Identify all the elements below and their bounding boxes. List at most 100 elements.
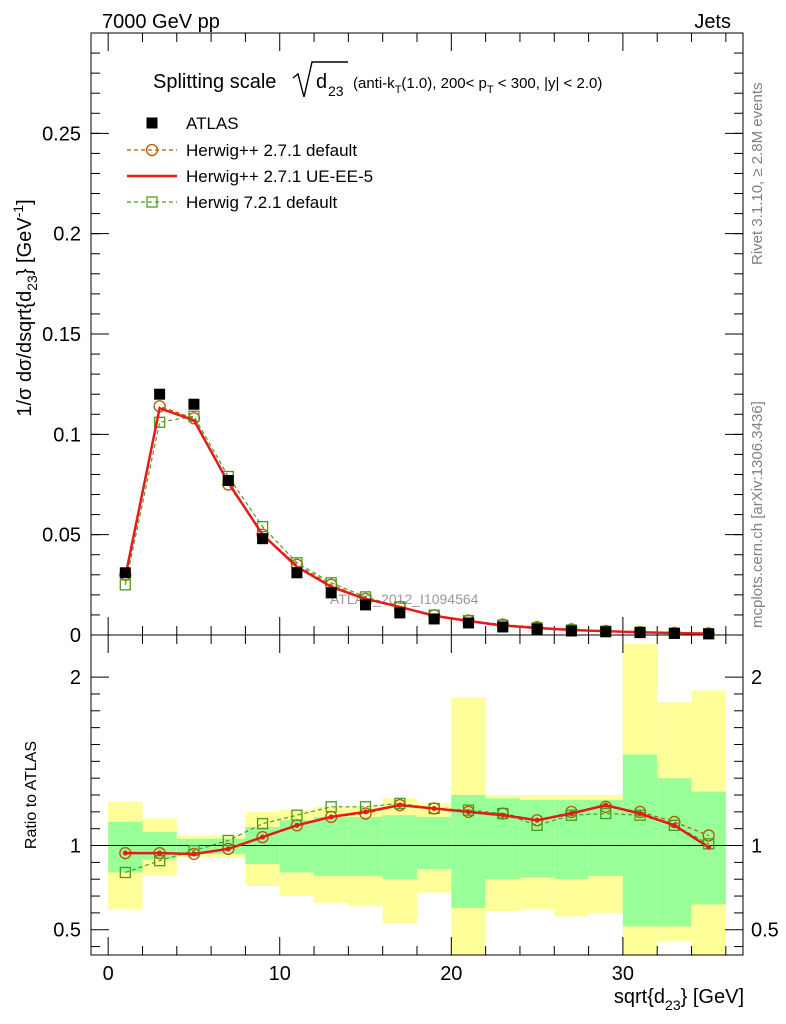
legend-item-atlas: ATLAS bbox=[146, 114, 239, 133]
legend-marker-herwig271_default bbox=[145, 143, 159, 157]
ratio-series-herwig271_ueee5 bbox=[122, 802, 712, 857]
header-left: 7000 GeV pp bbox=[102, 11, 220, 33]
ratio-y-tick-label: 1 bbox=[70, 836, 81, 858]
data-point-atlas bbox=[394, 607, 406, 619]
data-point-herwig721_default bbox=[153, 416, 166, 428]
title-root-subscript: 23 bbox=[328, 83, 344, 99]
ratio-point-herwig721_default bbox=[394, 797, 406, 810]
rivet-version-label: Rivet 3.1.10, ≥ 2.8M events bbox=[749, 83, 766, 266]
ratio-point-herwig721_default bbox=[119, 866, 131, 879]
ratio-point-herwig271_default bbox=[702, 829, 715, 842]
legend-item-herwig271_ueee5: Herwig++ 2.7.1 UE-EE-5 bbox=[127, 167, 373, 186]
data-point-atlas bbox=[600, 626, 612, 638]
x-axis-label: sqrt{d23} [GeV] bbox=[614, 986, 744, 1013]
ratio-point-herwig271_ueee5 bbox=[294, 822, 300, 828]
ratio-point-herwig721_default bbox=[668, 819, 681, 831]
data-point-atlas bbox=[565, 625, 577, 637]
header-right: Jets bbox=[694, 11, 731, 33]
legend-marker-herwig721_default bbox=[146, 196, 158, 208]
band-inner-bin bbox=[485, 798, 520, 880]
data-point-atlas bbox=[634, 627, 646, 639]
band-inner-bin bbox=[657, 778, 692, 927]
ratio-y-tick-label: 0.5 bbox=[53, 920, 81, 942]
legend-item-herwig271_default: Herwig++ 2.7.1 default bbox=[127, 141, 357, 160]
main-axis-ticks: 0 0.05 0.1 0.15 0.2 0.25 bbox=[42, 33, 743, 647]
title-prefix: Splitting scale bbox=[153, 71, 276, 93]
y-tick-label: 0.25 bbox=[42, 123, 81, 145]
ratio-point-herwig721_default bbox=[256, 817, 269, 830]
ratio-point-herwig271_ueee5 bbox=[637, 811, 643, 817]
ratio-point-herwig271_ueee5 bbox=[671, 822, 677, 828]
x-tick-label: 30 bbox=[612, 963, 634, 985]
band-inner-bin bbox=[382, 815, 417, 880]
series-line-herwig271_ueee5 bbox=[124, 406, 709, 635]
y-tick-label: 0.2 bbox=[53, 224, 81, 246]
legend-label: Herwig++ 2.7.1 UE-EE-5 bbox=[186, 167, 373, 186]
ratio-uncertainty-bands bbox=[108, 643, 726, 955]
x-tick-label: 20 bbox=[440, 963, 462, 985]
ratio-point-herwig271_ueee5 bbox=[191, 851, 197, 857]
series-herwig271_ueee5 bbox=[124, 406, 709, 635]
y-tick-label: 0.1 bbox=[53, 424, 81, 446]
data-point-atlas bbox=[462, 617, 474, 629]
data-point-atlas bbox=[222, 474, 234, 486]
data-point-atlas bbox=[154, 388, 166, 400]
data-point-atlas bbox=[325, 587, 337, 599]
band-inner-bin bbox=[588, 800, 623, 876]
ratio-point-herwig721_default bbox=[600, 807, 612, 820]
data-point-atlas bbox=[119, 567, 131, 579]
main-y-axis-label: 1/σ dσ/dsqrt{d23} [GeV-1] bbox=[10, 199, 40, 416]
data-point-atlas bbox=[531, 623, 543, 635]
ratio-axis-ticks: 0.5 0.51 12 20 10 20 30 bbox=[53, 635, 779, 985]
data-point-atlas bbox=[257, 533, 269, 545]
sqrt-sign-icon bbox=[292, 61, 348, 98]
ratio-point-herwig271_ueee5 bbox=[534, 817, 540, 823]
ratio-y-axis-label: Ratio to ATLAS bbox=[23, 741, 40, 849]
ratio-y-tick-label-right: 2 bbox=[751, 667, 762, 689]
data-point-atlas bbox=[497, 621, 509, 633]
ratio-point-herwig271_ueee5 bbox=[706, 844, 712, 850]
band-inner-bin bbox=[519, 800, 555, 878]
legend-label: Herwig 7.2.1 default bbox=[186, 193, 337, 212]
title-cut-1: (anti-kT(1.0), 200< pT < 300, |y| < 2.0) bbox=[353, 75, 602, 96]
band-inner-bin bbox=[417, 816, 452, 870]
ratio-y-tick-label: 2 bbox=[70, 667, 81, 689]
data-point-atlas bbox=[291, 567, 303, 579]
data-point-atlas bbox=[703, 628, 715, 640]
ratio-point-herwig271_ueee5 bbox=[157, 850, 163, 856]
ratio-point-herwig271_ueee5 bbox=[431, 805, 437, 811]
data-point-atlas bbox=[668, 627, 680, 639]
main-series-layer bbox=[119, 388, 715, 640]
legend-label: ATLAS bbox=[186, 114, 239, 133]
legend-item-herwig721_default: Herwig 7.2.1 default bbox=[127, 193, 337, 212]
title-root-symbol: d bbox=[316, 71, 327, 93]
ratio-point-herwig271_ueee5 bbox=[363, 809, 369, 815]
ratio-point-herwig271_ueee5 bbox=[568, 811, 574, 817]
legend-marker-atlas bbox=[146, 117, 158, 129]
legend-label: Herwig++ 2.7.1 default bbox=[186, 141, 357, 160]
ratio-point-herwig271_ueee5 bbox=[122, 850, 128, 856]
ratio-point-herwig721_default bbox=[222, 834, 234, 847]
ratio-y-tick-label-right: 1 bbox=[751, 836, 762, 858]
data-point-atlas bbox=[360, 599, 372, 611]
ratio-point-herwig271_ueee5 bbox=[397, 802, 403, 808]
ratio-point-herwig271_ueee5 bbox=[603, 802, 609, 808]
data-point-herwig721_default bbox=[119, 579, 131, 591]
ratio-point-herwig271_ueee5 bbox=[500, 812, 506, 818]
ratio-line-herwig271_ueee5 bbox=[125, 803, 710, 856]
x-tick-label: 10 bbox=[269, 963, 291, 985]
series-atlas bbox=[119, 388, 715, 640]
band-inner-bin bbox=[622, 754, 658, 927]
ratio-point-herwig271_ueee5 bbox=[225, 846, 231, 852]
y-tick-label: 0.15 bbox=[42, 324, 81, 346]
ratio-point-herwig721_default bbox=[325, 801, 337, 813]
ratio-point-herwig271_ueee5 bbox=[328, 814, 334, 820]
band-inner-bin bbox=[176, 838, 212, 854]
ratio-point-herwig271_ueee5 bbox=[465, 809, 471, 815]
legend: ATLAS Herwig++ 2.7.1 default Herwig++ 2.7.… bbox=[127, 114, 373, 212]
band-inner-bin bbox=[279, 820, 315, 873]
data-point-atlas bbox=[428, 613, 440, 625]
mcplots-reference-label: mcplots.cern.ch [arXiv:1306.3436] bbox=[749, 401, 766, 628]
data-point-atlas bbox=[188, 398, 200, 410]
